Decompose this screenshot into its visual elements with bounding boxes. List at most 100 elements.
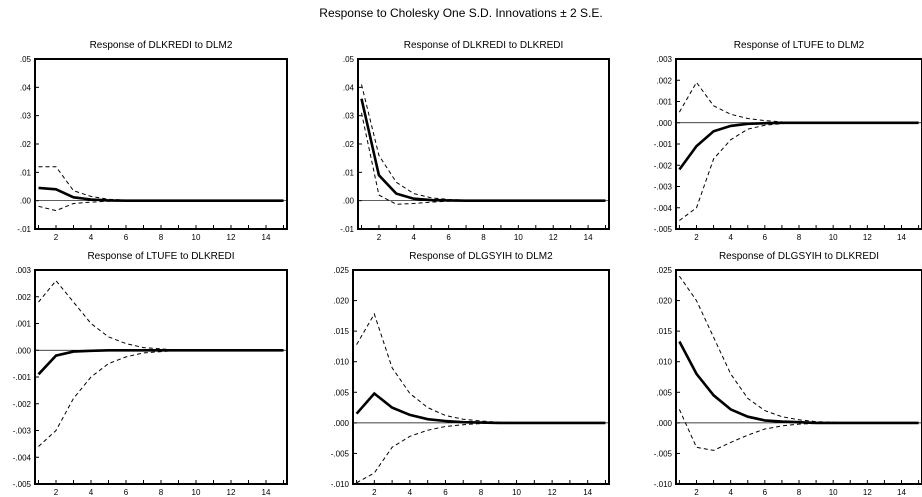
chart-panel-3: Response of LTUFE to DLM2 .003 .002 .001 .00… <box>654 40 922 242</box>
chart-panel-5: Response of DLGSYIH to DLM2 .025 .020 .015.… <box>331 251 610 497</box>
x-tick-label: 8 <box>159 233 164 242</box>
x-tick-label: 14 <box>897 488 906 497</box>
subplot-title: Response of DLGSYIH to DLM2 <box>409 251 553 262</box>
y-tick-label: -.003 <box>654 183 673 192</box>
subplot-title: Response of LTUFE to DLM2 <box>734 40 865 51</box>
subplot-title: Response of LTUFE to DLKREDI <box>87 251 234 262</box>
x-tick-label: 4 <box>89 488 94 497</box>
impulse-response-line <box>355 391 606 425</box>
y-tick-label: .05 <box>343 55 355 64</box>
confidence-band-upper <box>38 166 284 202</box>
y-tick-label: .03 <box>20 112 32 121</box>
impulse-response-line <box>38 186 284 202</box>
plot-frame <box>357 58 610 230</box>
y-tick-label: -.002 <box>13 400 32 409</box>
y-tick-label: .003 <box>15 266 31 275</box>
confidence-band-lower <box>678 409 919 451</box>
y-tick-label: .015 <box>333 327 349 336</box>
x-tick-label: 12 <box>227 488 236 497</box>
x-tick-label: 10 <box>512 488 521 497</box>
confidence-band-upper <box>678 81 919 124</box>
x-tick-label: 12 <box>549 233 558 242</box>
confidence-band-upper <box>678 275 919 424</box>
figure-title: Response to Cholesky One S.D. Innovation… <box>319 6 603 20</box>
x-tick-label: 2 <box>694 233 699 242</box>
y-tick-label: .003 <box>656 55 672 64</box>
x-tick-label: 8 <box>159 488 164 497</box>
impulse-response-line <box>678 340 919 425</box>
confidence-band-lower <box>679 122 919 221</box>
x-tick-label: 8 <box>797 488 802 497</box>
y-tick-label: .001 <box>656 98 672 107</box>
plot-frame <box>675 58 922 230</box>
x-tick-label: 6 <box>443 488 448 497</box>
y-tick-label: .025 <box>656 266 672 275</box>
confidence-band-upper <box>361 84 606 202</box>
y-tick-label: .020 <box>333 297 349 306</box>
x-tick-label: 2 <box>54 488 59 497</box>
y-tick-label: .02 <box>343 140 355 149</box>
impulse-response-line <box>37 348 284 376</box>
impulse-response-line <box>678 121 919 171</box>
x-tick-label: 6 <box>763 488 768 497</box>
y-tick-label: .005 <box>656 388 672 397</box>
y-tick-label: .010 <box>333 358 349 367</box>
y-tick-label: .005 <box>333 388 349 397</box>
x-tick-label: 14 <box>897 233 906 242</box>
y-tick-label: .000 <box>656 419 672 428</box>
y-tick-label: .000 <box>333 419 349 428</box>
y-tick-label: .010 <box>656 358 672 367</box>
chart-panel-1: Response of DLKREDI to DLM2 .05 .04 .03 .02.… <box>17 40 288 242</box>
chart-panel-6: Response of DLGSYIH to DLKREDI .025 .020 .0… <box>654 251 922 497</box>
confidence-band-lower <box>38 200 284 212</box>
y-tick-label: .01 <box>343 168 355 177</box>
y-tick-label: .04 <box>343 83 355 92</box>
x-tick-label: 8 <box>481 233 486 242</box>
y-tick-label: .000 <box>15 346 31 355</box>
y-tick-label: -.005 <box>331 449 350 458</box>
x-tick-label: 12 <box>863 233 872 242</box>
x-tick-label: 10 <box>192 233 201 242</box>
y-tick-label: -.004 <box>654 204 673 213</box>
x-tick-label: 10 <box>192 488 201 497</box>
y-tick-label: -.001 <box>654 140 673 149</box>
x-tick-label: 2 <box>694 488 699 497</box>
subplot-title: Response of DLKREDI to DLKREDI <box>404 40 564 51</box>
x-tick-label: 6 <box>446 233 451 242</box>
x-tick-label: 4 <box>728 233 733 242</box>
y-tick-label: -.010 <box>331 480 350 489</box>
y-tick-label: .015 <box>656 327 672 336</box>
y-tick-label: -.004 <box>13 453 32 462</box>
x-tick-label: 4 <box>412 233 417 242</box>
x-tick-label: 6 <box>124 488 129 497</box>
y-tick-label: .04 <box>20 83 32 92</box>
y-tick-label: -.001 <box>13 373 32 382</box>
x-tick-label: 6 <box>763 233 768 242</box>
y-tick-label: .02 <box>20 140 32 149</box>
y-tick-label: .002 <box>656 76 672 85</box>
y-tick-label: -.01 <box>17 225 31 234</box>
x-tick-label: 6 <box>124 233 129 242</box>
confidence-band-upper <box>38 279 284 351</box>
x-tick-label: 12 <box>227 233 236 242</box>
x-tick-label: 4 <box>408 488 413 497</box>
y-tick-label: .002 <box>15 293 31 302</box>
x-tick-label: 12 <box>863 488 872 497</box>
y-tick-label: .00 <box>20 197 32 206</box>
x-tick-label: 10 <box>514 233 523 242</box>
plot-frame <box>34 58 288 230</box>
y-tick-label: -.01 <box>340 225 354 234</box>
x-tick-label: 14 <box>583 488 592 497</box>
x-tick-label: 14 <box>584 233 593 242</box>
y-tick-label: -.002 <box>654 161 673 170</box>
x-tick-label: 4 <box>728 488 733 497</box>
confidence-band-upper <box>356 312 606 424</box>
y-tick-label: -.005 <box>13 480 32 489</box>
plot-frame <box>675 269 922 485</box>
y-tick-label: .01 <box>20 168 32 177</box>
y-tick-label: .05 <box>20 55 32 64</box>
x-tick-label: 2 <box>377 233 382 242</box>
y-tick-label: .001 <box>15 320 31 329</box>
confidence-band-lower <box>361 112 606 205</box>
